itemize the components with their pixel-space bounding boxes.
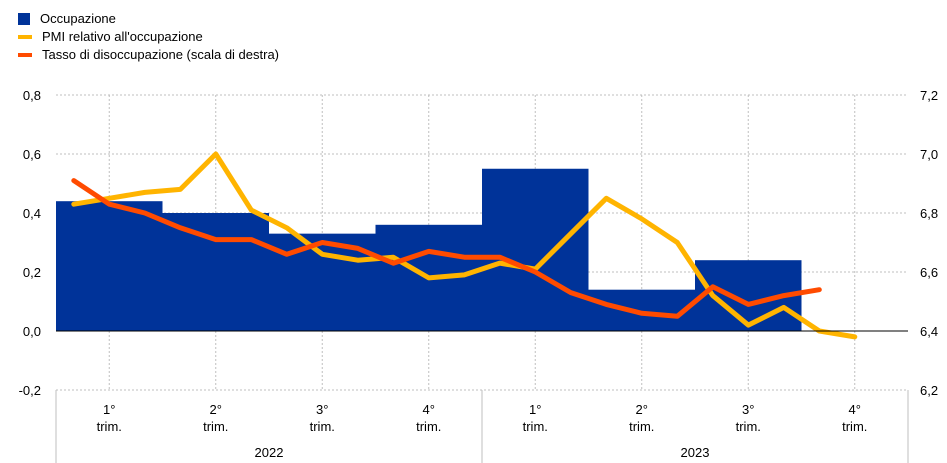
quarter-label: 2° — [636, 402, 648, 417]
legend-label-pmi: PMI relativo all'occupazione — [42, 29, 203, 44]
legend-swatch-pmi — [18, 35, 32, 39]
right-axis-tick-label: 6,2 — [920, 383, 938, 398]
quarter-sublabel: trim. — [523, 419, 548, 434]
bar-occupazione — [56, 201, 163, 331]
left-axis-tick-label: -0,2 — [19, 383, 41, 398]
quarter-label: 4° — [849, 402, 861, 417]
legend-swatch-disoccupazione — [18, 53, 32, 57]
legend: Occupazione PMI relativo all'occupazione… — [18, 10, 279, 64]
legend-item-pmi: PMI relativo all'occupazione — [18, 28, 279, 46]
left-axis-tick-label: 0,2 — [23, 265, 41, 280]
quarter-sublabel: trim. — [416, 419, 441, 434]
bar-occupazione — [588, 289, 695, 331]
quarter-sublabel: trim. — [842, 419, 867, 434]
quarter-label: 4° — [423, 402, 435, 417]
quarter-sublabel: trim. — [310, 419, 335, 434]
legend-label-disoccupazione: Tasso di disoccupazione (scala di destra… — [42, 47, 280, 62]
quarter-sublabel: trim. — [97, 419, 122, 434]
year-label: 2023 — [681, 445, 710, 460]
right-axis-tick-label: 7,2 — [920, 88, 938, 103]
legend-item-occupazione: Occupazione — [18, 10, 279, 28]
quarter-label: 3° — [316, 402, 328, 417]
right-axis-tick-label: 7,0 — [920, 147, 938, 162]
occupazione-bars — [56, 168, 802, 331]
right-axis-tick-label: 6,4 — [920, 324, 938, 339]
legend-item-disoccupazione: Tasso di disoccupazione (scala di destra… — [18, 46, 279, 64]
quarter-label: 2° — [210, 402, 222, 417]
quarter-label: 1° — [103, 402, 115, 417]
legend-swatch-occupazione — [18, 13, 30, 25]
quarter-sublabel: trim. — [203, 419, 228, 434]
bar-occupazione — [482, 168, 589, 331]
line-disoccupazione — [71, 178, 822, 319]
year-label: 2022 — [255, 445, 284, 460]
quarter-label: 1° — [529, 402, 541, 417]
line-pmi — [71, 151, 858, 340]
axes: -0,2 0,0 0,2 0,4 0,6 0,8 6,2 6,4 6,6 6,8 7,0 7,2 1° t… — [19, 88, 938, 463]
quarter-sublabel: trim. — [629, 419, 654, 434]
left-axis-tick-label: 0,0 — [23, 324, 41, 339]
left-axis-tick-label: 0,8 — [23, 88, 41, 103]
bar-occupazione — [162, 213, 269, 331]
left-axis-tick-label: 0,6 — [23, 147, 41, 162]
quarter-label: 3° — [742, 402, 754, 417]
legend-label-occupazione: Occupazione — [40, 11, 116, 26]
right-axis-tick-label: 6,8 — [920, 206, 938, 221]
series-lines — [71, 151, 858, 340]
quarter-sublabel: trim. — [736, 419, 761, 434]
right-axis-tick-label: 6,6 — [920, 265, 938, 280]
left-axis-tick-label: 0,4 — [23, 206, 41, 221]
